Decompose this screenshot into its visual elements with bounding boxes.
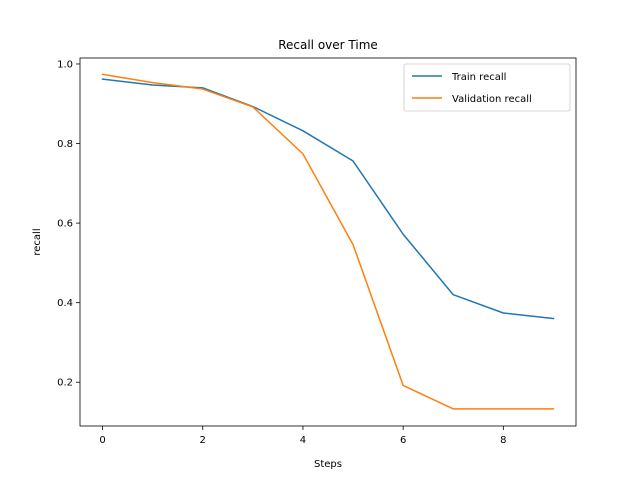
x-tick-label: 4 — [300, 435, 306, 446]
legend-frame — [403, 63, 571, 112]
x-tick-label: 2 — [200, 435, 206, 446]
series-lines — [101, 73, 555, 410]
x-tick-label: 6 — [400, 435, 406, 446]
y-axis-ticks: 0.2 0.4 0.6 0.8 1.0 — [57, 59, 80, 389]
legend-label-train-recall: Train recall — [451, 72, 506, 83]
x-axis-label: Steps — [314, 459, 342, 470]
series-line-validation-recall — [101, 73, 555, 410]
x-tick-label: 0 — [99, 435, 105, 446]
plot-area-frame — [79, 57, 577, 427]
y-axis-label: recall — [32, 228, 43, 255]
x-tick-label: 8 — [500, 435, 506, 446]
y-tick-label: 0.4 — [57, 298, 73, 309]
y-tick-label: 0.8 — [57, 139, 73, 150]
chart-title: Recall over Time — [278, 38, 378, 52]
y-tick-label: 0.2 — [57, 378, 73, 389]
y-tick-label: 1.0 — [57, 59, 73, 70]
x-axis-ticks: 0 2 4 6 8 — [99, 426, 507, 446]
y-tick-label: 0.6 — [57, 219, 73, 230]
legend: Train recall Validation recall — [403, 63, 571, 112]
legend-label-validation-recall: Validation recall — [452, 94, 532, 105]
